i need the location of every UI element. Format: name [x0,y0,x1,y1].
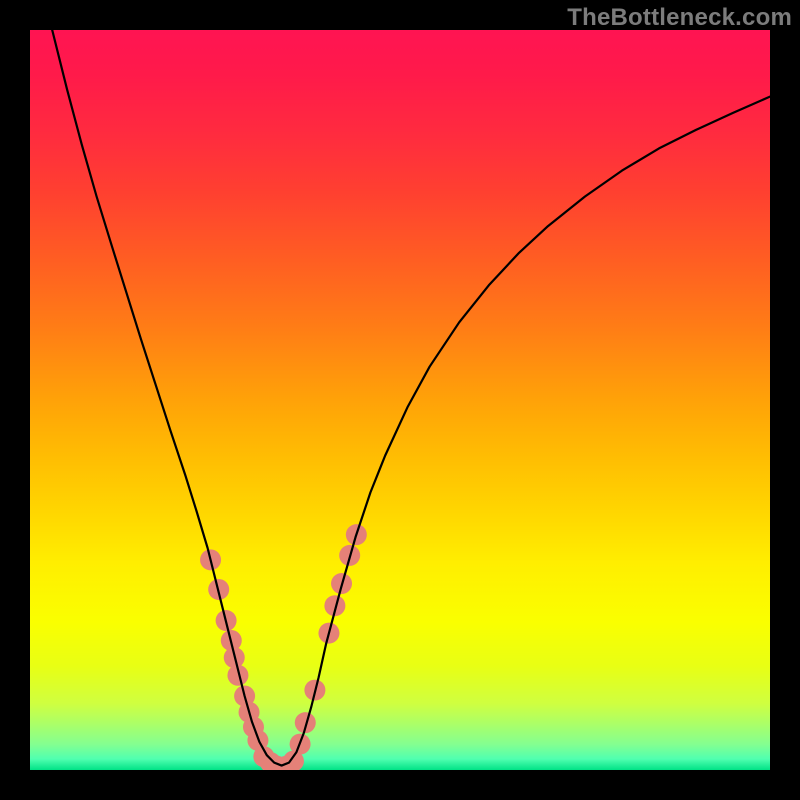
chart-frame: TheBottleneck.com [0,0,800,800]
watermark-text: TheBottleneck.com [567,4,792,32]
gradient-background [30,30,770,770]
bottleneck-chart [30,30,770,770]
plot-area [30,30,770,770]
